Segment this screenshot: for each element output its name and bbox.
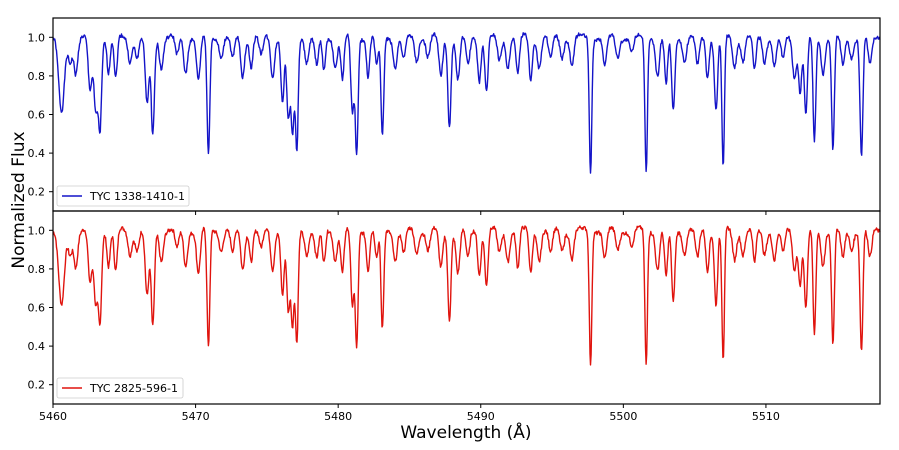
bottom-y-axis: 0.2 0.4 0.6 0.8 1.0: [28, 224, 53, 392]
bottom-spectrum-line: [52, 224, 881, 366]
top-legend-label: TYC 1338-1410-1: [89, 190, 185, 203]
x-tick-label: 5470: [182, 410, 210, 423]
bottom-y-tick-label: 1.0: [28, 224, 46, 237]
top-spectrum-line: [52, 32, 881, 174]
top-y-tick-label: 1.0: [28, 31, 46, 44]
bottom-y-tick-label: 0.2: [28, 379, 46, 392]
top-y-tick-label: 0.8: [28, 70, 46, 83]
top-legend-box: [56, 185, 190, 207]
x-tick-label: 5490: [467, 410, 495, 423]
x-tick-label: 5500: [609, 410, 637, 423]
bottom-legend-label: TYC 2825-596-1: [89, 382, 178, 395]
bottom-legend-box: [56, 377, 184, 399]
y-axis-label: Normalized Flux: [9, 131, 29, 268]
bottom-panel: 0.2 0.4 0.6 0.8 1.0 5460 5470 5480 5490 5500 5510…: [28, 210, 881, 423]
bottom-y-tick-label: 0.8: [28, 263, 46, 276]
top-x-tick-marks: [52, 211, 767, 215]
x-tick-label: 5460: [39, 410, 67, 423]
bottom-y-tick-label: 0.6: [28, 302, 46, 315]
x-tick-label: 5480: [324, 410, 352, 423]
top-legend: TYC 1338-1410-1: [56, 185, 190, 207]
x-tick-label: 5510: [752, 410, 780, 423]
bottom-y-tick-label: 0.4: [28, 340, 46, 353]
top-y-tick-label: 0.2: [28, 186, 46, 199]
top-y-tick-label: 0.6: [28, 109, 46, 122]
top-y-tick-label: 0.4: [28, 147, 46, 160]
top-y-axis: 0.2 0.4 0.6 0.8 1.0: [28, 31, 53, 199]
bottom-plot-area: [52, 224, 881, 366]
top-plot-area: [52, 32, 881, 174]
bottom-x-axis: 5460 5470 5480 5490 5500 5510: [39, 404, 780, 423]
bottom-legend: TYC 2825-596-1: [56, 377, 184, 399]
x-axis-label: Wavelength (Å): [400, 421, 531, 443]
